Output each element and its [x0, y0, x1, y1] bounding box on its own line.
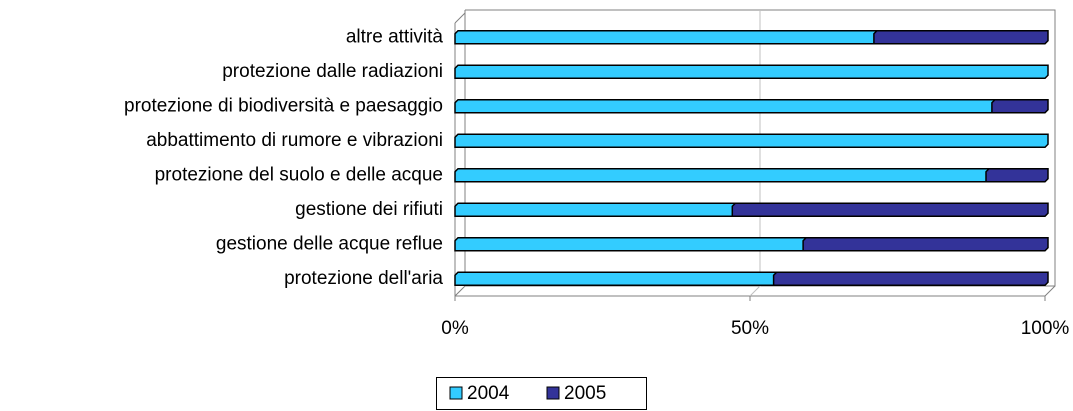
- y-tick-label: protezione dell'aria: [284, 268, 443, 289]
- x-tick-label: 50%: [731, 318, 769, 339]
- bar: [454, 237, 807, 252]
- bar-face: [731, 202, 1049, 217]
- y-tick-label: gestione dei rifiuti: [295, 199, 443, 220]
- y-tick-label: protezione dalle radiazioni: [222, 61, 443, 82]
- bar-face: [454, 64, 1049, 79]
- bar-face: [454, 168, 990, 183]
- bar-face: [454, 30, 878, 45]
- bar-face: [873, 30, 1049, 45]
- x-tick-label: 100%: [1021, 318, 1070, 339]
- bar-face: [454, 237, 807, 252]
- bar-face: [454, 271, 778, 286]
- bar: [731, 202, 1049, 217]
- bar: [873, 30, 1049, 45]
- y-tick-label: altre attività: [346, 26, 444, 47]
- bar: [454, 202, 737, 217]
- legend: 2004 2005: [436, 377, 647, 410]
- y-tick-label: abbattimento di rumore e vibrazioni: [146, 130, 443, 151]
- grid-line: [749, 10, 761, 297]
- bar-face: [772, 271, 1049, 286]
- legend-swatch: [449, 386, 463, 400]
- bar: [454, 271, 778, 286]
- y-tick-label: protezione di biodiversità e paesaggio: [124, 95, 443, 116]
- bar-face: [991, 99, 1049, 114]
- bar: [802, 237, 1049, 252]
- axis-line: [454, 12, 466, 24]
- bar-face: [802, 237, 1049, 252]
- bar: [985, 168, 1049, 183]
- x-tick-label: 0%: [441, 318, 469, 339]
- bar: [454, 64, 1049, 79]
- legend-frame: [436, 377, 647, 410]
- plot-frame: [454, 9, 1056, 297]
- bar-face: [454, 99, 996, 114]
- legend-label: 2004: [467, 383, 510, 404]
- bar-face: [454, 133, 1049, 148]
- bar: [454, 168, 990, 183]
- bar: [454, 133, 1049, 148]
- y-tick-label: protezione del suolo e delle acque: [155, 164, 443, 185]
- legend-label: 2005: [564, 383, 606, 404]
- legend-swatch: [546, 386, 560, 400]
- y-tick-label: gestione delle acque reflue: [216, 233, 443, 254]
- bar: [454, 30, 878, 45]
- bar: [454, 99, 996, 114]
- bar-face: [985, 168, 1049, 183]
- bar: [772, 271, 1049, 286]
- bar-face: [454, 202, 737, 217]
- bar: [991, 99, 1049, 114]
